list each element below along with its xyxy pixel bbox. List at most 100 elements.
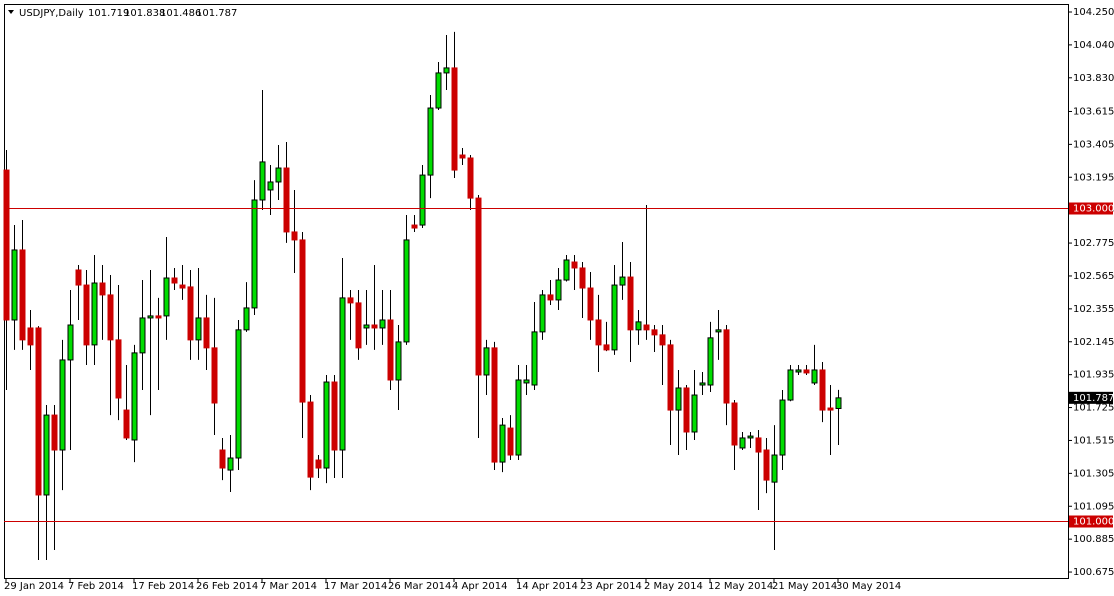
bear-body (827, 407, 834, 411)
bull-body (675, 387, 682, 411)
x-tick-label: 26 Feb 2014 (196, 581, 258, 592)
bear-body (35, 327, 42, 496)
bull-body (835, 397, 842, 409)
last-price-label: 101.787 (1073, 393, 1114, 404)
bear-body (507, 427, 514, 456)
y-tick-label: 103.615 (1073, 106, 1114, 117)
bull-body (795, 369, 802, 373)
bear-body (579, 267, 586, 289)
bull-body (243, 307, 250, 331)
bear-body (347, 297, 354, 304)
bear-body (99, 282, 106, 296)
bear-body (411, 224, 418, 229)
bear-body (219, 449, 226, 469)
bull-body (131, 352, 138, 441)
bear-body (291, 231, 298, 241)
bull-body (515, 379, 522, 456)
y-tick-label: 101.095 (1073, 501, 1114, 512)
bull-body (379, 319, 386, 329)
bear-body (667, 344, 674, 411)
bear-body (803, 369, 810, 374)
bear-body (627, 276, 634, 331)
y-tick-label: 104.040 (1073, 40, 1114, 51)
bull-body (275, 167, 282, 183)
bull-body (499, 424, 506, 463)
bull-body (619, 276, 626, 286)
bull-body (523, 379, 530, 384)
bull-body (611, 284, 618, 351)
bear-body (203, 317, 210, 349)
last-price-box (1069, 391, 1113, 404)
bear-body (587, 287, 594, 321)
bear-body (371, 324, 378, 329)
x-tick-label: 23 Apr 2014 (580, 581, 642, 592)
plot-frame (4, 4, 1069, 579)
bull-body (11, 249, 18, 321)
bear-body (651, 329, 658, 336)
ohlc-high: 101.838 (124, 8, 165, 19)
x-tick-label: 12 May 2014 (708, 581, 773, 592)
y-tick-label: 101.305 (1073, 468, 1114, 479)
bull-body (739, 437, 746, 449)
bull-body (747, 435, 754, 439)
bear-body (27, 327, 34, 346)
bear-body (187, 286, 194, 341)
bull-body (427, 107, 434, 176)
bull-body (323, 381, 330, 469)
y-tick-label: 101.515 (1073, 435, 1114, 446)
bear-body (211, 347, 218, 404)
bear-body (123, 409, 130, 439)
bear-body (659, 334, 666, 346)
bull-body (539, 294, 546, 333)
bull-body (811, 369, 818, 384)
bull-body (235, 329, 242, 459)
bull-body (563, 259, 570, 281)
bull-body (555, 279, 562, 301)
x-tick-label: 7 Feb 2014 (68, 581, 124, 592)
bear-body (307, 401, 314, 478)
bull-body (435, 72, 442, 109)
bear-body (155, 315, 162, 319)
x-tick-label: 4 Apr 2014 (452, 581, 507, 592)
y-tick-label: 100.885 (1073, 534, 1114, 545)
x-tick-label: 26 Mar 2014 (388, 581, 451, 592)
bull-body (67, 324, 74, 361)
y-tick-label: 101.935 (1073, 370, 1114, 381)
bull-body (59, 359, 66, 451)
level-label-box (1069, 202, 1113, 215)
bear-body (75, 269, 82, 286)
ohlc-open: 101.719 (88, 8, 129, 19)
bear-body (315, 459, 322, 469)
bear-body (83, 284, 90, 346)
bear-body (571, 261, 578, 269)
bull-body (699, 382, 706, 386)
bull-body (91, 282, 98, 346)
bear-body (643, 324, 650, 331)
bear-body (595, 319, 602, 346)
bear-body (115, 339, 122, 399)
bull-body (227, 457, 234, 471)
bear-body (3, 169, 10, 321)
bear-body (723, 329, 730, 404)
bear-body (283, 167, 290, 233)
bear-body (819, 369, 826, 411)
bull-body (771, 454, 778, 483)
bull-body (339, 297, 346, 451)
bull-body (483, 347, 490, 376)
bear-body (387, 319, 394, 381)
bull-body (635, 321, 642, 331)
y-tick-label: 103.405 (1073, 139, 1114, 150)
bear-body (491, 347, 498, 463)
bull-body (787, 369, 794, 401)
bear-body (19, 249, 26, 341)
bull-body (691, 394, 698, 433)
bear-body (331, 381, 338, 451)
bull-body (147, 315, 154, 319)
bull-body (395, 341, 402, 381)
bull-body (259, 161, 266, 201)
level-label: 101.000 (1073, 517, 1114, 528)
bear-body (763, 449, 770, 481)
x-tick-label: 29 Jan 2014 (4, 581, 64, 592)
bear-body (603, 344, 610, 351)
